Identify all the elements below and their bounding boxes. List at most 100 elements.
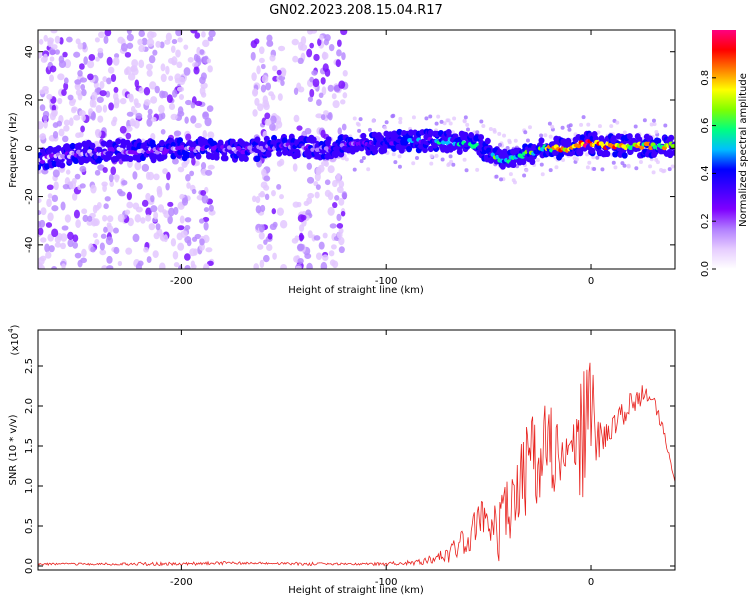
noise-speckle xyxy=(322,51,327,61)
noise-speckle xyxy=(145,63,153,71)
noise-speckle xyxy=(61,225,69,231)
noise-speckle xyxy=(306,176,315,184)
noise-speckle xyxy=(329,223,337,229)
noise-speckle xyxy=(160,73,167,83)
noise-speckle xyxy=(331,260,339,269)
colorbar-gradient xyxy=(712,30,736,269)
noise-speckle xyxy=(165,65,170,75)
noise-speckle xyxy=(272,65,278,72)
noise-speckle xyxy=(199,238,205,246)
noise-speckle xyxy=(304,253,312,259)
noise-speckle xyxy=(134,102,142,108)
noise-speckle xyxy=(208,30,216,38)
noise-speckle xyxy=(258,231,265,240)
noise-speckle xyxy=(82,214,89,223)
noise-speckle xyxy=(171,39,178,45)
noise-speckle xyxy=(293,87,299,95)
noise-speckle xyxy=(97,115,104,123)
noise-speckle xyxy=(52,169,60,178)
noise-speckle xyxy=(71,177,77,184)
noise-speckle xyxy=(94,37,100,43)
spectrogram-y-tick-label: -40 xyxy=(24,237,35,253)
noise-speckle xyxy=(68,99,76,107)
noise-speckle xyxy=(126,201,134,209)
noise-speckle xyxy=(465,127,470,132)
noise-speckle xyxy=(126,111,134,117)
noise-speckle xyxy=(38,264,45,269)
noise-speckle xyxy=(297,57,304,64)
noise-speckle xyxy=(92,219,99,226)
snr-frame xyxy=(37,329,676,571)
noise-speckle xyxy=(507,140,512,145)
noise-speckle xyxy=(200,190,207,196)
colorbar-ticks: 0.0 0.2 0.4 0.6 0.8 xyxy=(700,70,716,277)
noise-speckle xyxy=(68,117,74,127)
noise-speckle xyxy=(42,115,48,122)
noise-speckle xyxy=(80,257,87,264)
noise-speckle xyxy=(102,167,108,173)
noise-speckle xyxy=(75,132,82,139)
noise-speckle xyxy=(153,232,160,240)
noise-speckle xyxy=(136,183,143,190)
noise-speckle xyxy=(252,109,258,117)
noise-speckle xyxy=(492,128,497,133)
noise-speckle xyxy=(384,120,389,125)
ridge-cell xyxy=(281,149,288,156)
noise-speckle xyxy=(205,247,213,253)
spectrogram-y-axis-label: Frequency (Hz) xyxy=(8,112,19,188)
noise-speckle xyxy=(198,218,205,224)
noise-speckle xyxy=(95,104,103,114)
ridge-cell xyxy=(159,139,166,147)
snr-x-axis-label: Height of straight line (km) xyxy=(288,585,424,596)
noise-speckle xyxy=(260,84,267,93)
noise-speckle xyxy=(271,208,277,215)
noise-speckle xyxy=(523,130,528,135)
noise-speckle xyxy=(94,204,100,211)
noise-speckle xyxy=(146,256,152,264)
noise-speckle xyxy=(190,30,198,34)
noise-speckle xyxy=(332,202,338,209)
snr-x-ticks: -200 -100 0 xyxy=(170,330,594,588)
ridge-cell xyxy=(44,163,51,170)
noise-speckle xyxy=(397,164,402,169)
noise-speckle xyxy=(440,157,445,162)
noise-speckle xyxy=(112,227,119,234)
noise-speckle xyxy=(264,112,271,120)
noise-speckle xyxy=(199,49,205,55)
noise-speckle xyxy=(324,179,331,186)
noise-speckle xyxy=(134,214,142,223)
noise-speckle xyxy=(655,160,660,165)
noise-speckle xyxy=(39,133,46,140)
noise-speckle xyxy=(398,116,403,121)
ridge-cell xyxy=(217,139,224,147)
noise-speckle xyxy=(398,120,403,125)
noise-speckle xyxy=(338,180,345,188)
noise-speckle xyxy=(106,265,114,269)
noise-speckle xyxy=(66,36,73,43)
noise-speckle xyxy=(336,186,344,194)
spectrogram-y-ticks: -40 -20 0 20 40 xyxy=(24,45,675,253)
noise-speckle xyxy=(554,165,559,170)
noise-speckle xyxy=(587,160,592,165)
noise-speckle xyxy=(131,59,139,68)
noise-speckle xyxy=(120,43,128,52)
noise-speckle xyxy=(322,254,329,262)
noise-speckle xyxy=(194,32,201,39)
noise-speckle xyxy=(314,191,320,199)
noise-speckle xyxy=(177,225,185,231)
noise-speckle xyxy=(106,77,112,85)
noise-speckle xyxy=(266,243,273,251)
noise-speckle xyxy=(613,165,618,170)
noise-speckle xyxy=(280,263,287,269)
noise-speckle xyxy=(340,99,346,105)
noise-speckle xyxy=(166,171,171,181)
ridge-cell xyxy=(72,157,79,165)
noise-speckle xyxy=(172,89,178,98)
noise-speckle xyxy=(148,55,156,64)
noise-speckle xyxy=(428,114,433,119)
ridge-cell xyxy=(115,138,122,145)
noise-speckle xyxy=(337,127,343,135)
noise-speckle xyxy=(328,250,335,257)
noise-speckle xyxy=(80,125,85,133)
noise-speckle xyxy=(203,221,209,231)
